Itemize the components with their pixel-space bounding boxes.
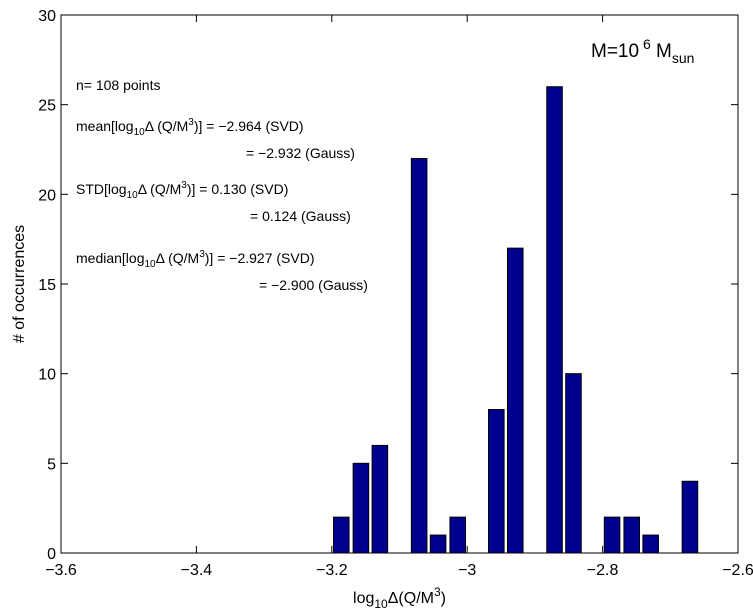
y-tick-label: 5 [47, 456, 56, 473]
label-part: Δ(Q/M [388, 590, 434, 607]
label-part: 3 [188, 117, 194, 128]
y-axis-label: # of occurrences [11, 225, 28, 343]
histogram-bar [449, 516, 467, 554]
label-part: ) [441, 590, 446, 607]
annotation-mean-svd: mean[log10Δ (Q/M3)] = −2.964 (SVD) [76, 117, 304, 138]
histogram-bar [371, 444, 389, 554]
label-part: sun [672, 50, 695, 66]
histogram-bar [681, 480, 699, 554]
annotation-median-gauss: = −2.900 (Gauss) [259, 277, 368, 293]
y-tick-label: 30 [38, 8, 56, 25]
label-part: log [353, 590, 374, 607]
label-part: 3 [181, 180, 187, 191]
label-part: 3 [434, 585, 441, 599]
histogram-bar [603, 516, 621, 554]
y-tick-label: 25 [38, 98, 56, 115]
mass-label: M=10 6 Msun [591, 36, 694, 66]
x-tick-label: −3 [458, 562, 476, 579]
annotation-std-gauss: = 0.124 (Gauss) [250, 208, 351, 224]
label-part: Δ (Q/M [156, 250, 200, 266]
label-part: )] = 0.130 (SVD) [187, 181, 289, 197]
histogram-bar [506, 247, 524, 554]
y-tick-label: 0 [47, 546, 56, 563]
x-tick-label: −3.2 [316, 562, 348, 579]
x-axis-label: log10Δ(Q/M3) [353, 585, 446, 611]
x-tick-label: −3.6 [45, 562, 77, 579]
label-part: 10 [127, 190, 139, 201]
label-part: mean[log [76, 118, 134, 134]
annotation-median-svd: median[log10Δ (Q/M3)] = −2.927 (SVD) [76, 249, 314, 270]
histogram-bar [546, 86, 563, 554]
label-part: )] = −2.964 (SVD) [194, 118, 304, 134]
label-part: 10 [374, 597, 388, 611]
label-part: 10 [145, 259, 157, 270]
label-part: 6 [639, 36, 651, 52]
label-part: STD[log [76, 181, 127, 197]
label-part: = −2.932 (Gauss) [246, 145, 355, 161]
annotation-std-svd: STD[log10Δ (Q/M3)] = 0.130 (SVD) [76, 180, 288, 201]
label-part: Δ (Q/M [145, 118, 189, 134]
ticks-group: −3.6 −3.4 −3.2 −3 −2.8 −2.6 0 5 10 15 20 25 30 [38, 8, 753, 579]
histogram-bar [429, 534, 447, 554]
label-part: M [651, 41, 672, 62]
y-tick-label: 20 [38, 187, 56, 204]
x-tick-label: −2.6 [722, 562, 753, 579]
bars-group [332, 86, 699, 554]
histogram-bar [332, 516, 350, 554]
label-part: n= 108 points [76, 77, 160, 93]
annotation-n: n= 108 points [76, 77, 160, 93]
y-tick-label: 15 [38, 277, 56, 294]
label-part: = −2.900 (Gauss) [259, 277, 368, 293]
histogram-bar [623, 516, 640, 554]
label-part: 3 [199, 249, 205, 260]
histogram-bar [488, 409, 505, 554]
label-part: = 0.124 (Gauss) [250, 208, 351, 224]
label-part: median[log [76, 250, 145, 266]
label-part: M=10 [591, 41, 639, 62]
annotation-mean-gauss: = −2.932 (Gauss) [246, 145, 355, 161]
x-tick-label: −2.8 [587, 562, 619, 579]
histogram-bar [352, 462, 370, 554]
y-tick-label: 10 [38, 367, 56, 384]
histogram-bar [565, 373, 582, 554]
label-part: 10 [134, 127, 146, 138]
label-part: Δ (Q/M [138, 181, 182, 197]
histogram-bar [642, 534, 659, 554]
label-part: )] = −2.927 (SVD) [205, 250, 315, 266]
histogram-bar [410, 157, 428, 554]
x-tick-label: −3.4 [181, 562, 213, 579]
